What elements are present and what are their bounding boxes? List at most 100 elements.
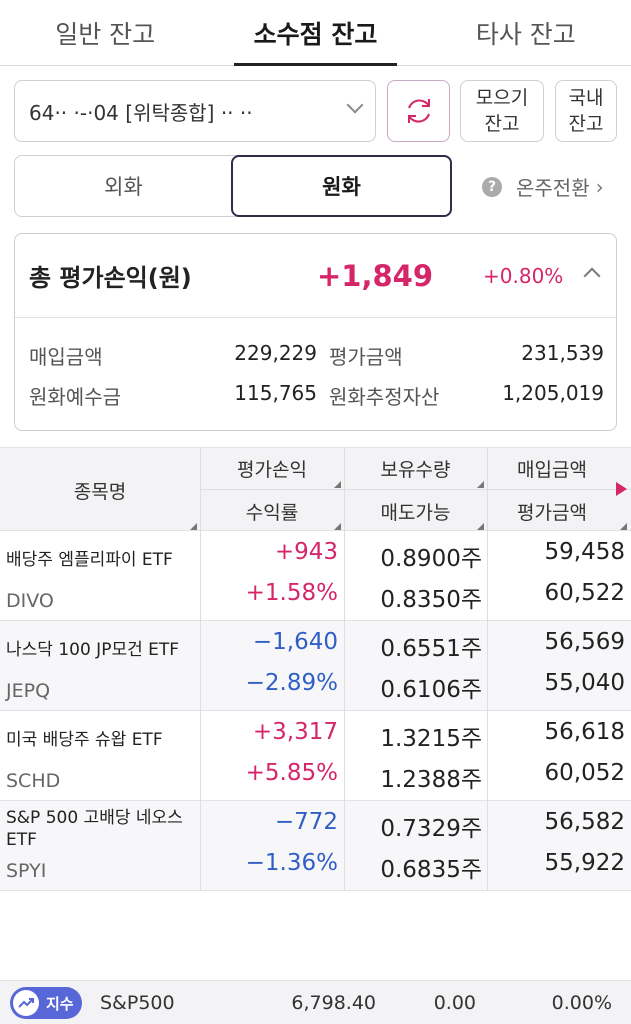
collect-line-1: 모으기 (475, 87, 529, 109)
header-divider (200, 489, 631, 490)
header-eval[interactable]: 평가금액 (517, 501, 587, 524)
index-value: 6,798.40 (291, 992, 376, 1014)
sort-corner-icon (334, 481, 341, 488)
qty-value: 0.8900주 (380, 546, 482, 572)
refresh-button[interactable] (387, 80, 450, 142)
deposit-value: 115,765 (234, 381, 317, 405)
cell-divider (487, 621, 488, 711)
header-pnl[interactable]: 평가손익 (237, 458, 307, 481)
index-ticker-bar[interactable]: 지수 S&P500 6,798.40 0.00 0.00% (0, 980, 631, 1024)
cell-divider (487, 531, 488, 621)
cell-divider (200, 801, 201, 891)
cell-divider (200, 621, 201, 711)
holdings-table-header: 종목명 평가손익 수익률 보유수량 매도가능 매입금액 평가금액 (0, 447, 631, 532)
pnl-value: −1,640 (252, 629, 338, 655)
collect-balance-button[interactable]: 모으기 잔고 (460, 80, 544, 142)
sort-corner-icon (477, 481, 484, 488)
tab-other-broker-balance[interactable]: 타사 잔고 (475, 19, 576, 49)
stock-ticker: DIVO (6, 590, 54, 612)
cell-divider (487, 711, 488, 801)
scroll-right-icon[interactable] (616, 482, 627, 496)
onju-convert-link[interactable]: ? 온주전환 › (482, 172, 604, 201)
segment-krw[interactable]: 원화 (231, 155, 452, 217)
header-sellable[interactable]: 매도가능 (380, 501, 451, 524)
sort-corner-icon (477, 523, 484, 530)
qty-value: 1.3215주 (380, 726, 482, 752)
purchase-label: 매입금액 (29, 345, 103, 369)
summary-header[interactable]: 총 평가손익(원) +1,849 +0.80% (15, 234, 616, 318)
domestic-line-1: 국내 (568, 87, 604, 109)
sellable-value: 1.2388주 (380, 767, 482, 793)
eval-label: 평가금액 (329, 345, 403, 369)
sellable-value: 0.8350주 (380, 587, 482, 613)
purchase-amount: 59,458 (544, 539, 625, 565)
chevron-down-icon (346, 96, 364, 114)
cell-divider (200, 531, 201, 621)
purchase-amount: 56,618 (544, 719, 625, 745)
header-name[interactable]: 종목명 (73, 480, 127, 503)
chevron-up-icon[interactable] (583, 267, 601, 285)
index-badge[interactable]: 지수 (10, 987, 82, 1019)
pnl-value: +943 (274, 539, 338, 565)
sort-corner-icon (190, 523, 197, 530)
rate-value: +5.85% (245, 760, 338, 786)
cell-divider (344, 801, 345, 891)
summary-row-2: 원화예수금 115,765 원화추정자산 1,205,019 (29, 381, 604, 411)
table-row[interactable]: 나스닥 100 JP모건 ETF JEPQ −1,640 −2.89% 0.65… (0, 621, 631, 711)
stock-ticker: JEPQ (6, 680, 51, 702)
header-qty[interactable]: 보유수량 (380, 458, 451, 481)
index-badge-label: 지수 (46, 994, 74, 1013)
total-pnl-value: +1,849 (317, 258, 434, 293)
refresh-icon (407, 99, 430, 123)
top-tab-bar: 일반 잔고 소수점 잔고 타사 잔고 (0, 0, 631, 66)
cell-divider (344, 711, 345, 801)
help-icon[interactable]: ? (482, 176, 502, 197)
eval-amount: 55,922 (544, 850, 625, 876)
tab-fractional-balance[interactable]: 소수점 잔고 (210, 0, 420, 66)
trend-up-icon (13, 990, 39, 1016)
summary-title: 총 평가손익(원) (29, 264, 192, 292)
domestic-line-2: 잔고 (568, 113, 604, 135)
pnl-value: −772 (274, 809, 338, 835)
stock-name: S&P 500 고배당 네오스 ETF (6, 808, 183, 850)
stock-name: 배당주 엠플리파이 ETF (6, 550, 173, 570)
stock-ticker: SCHD (6, 770, 61, 792)
summary-row-1: 매입금액 229,229 평가금액 231,539 (29, 341, 604, 371)
eval-amount: 60,522 (544, 580, 625, 606)
header-purchase[interactable]: 매입금액 (517, 458, 587, 481)
eval-amount: 60,052 (544, 760, 625, 786)
assets-value: 1,205,019 (502, 381, 604, 405)
cell-divider (344, 621, 345, 711)
sort-corner-icon (334, 523, 341, 530)
eval-value: 231,539 (521, 341, 604, 365)
rate-value: +1.58% (245, 580, 338, 606)
rate-value: −1.36% (245, 850, 338, 876)
currency-segment: 외화 원화 (14, 155, 452, 217)
purchase-amount: 56,582 (544, 809, 625, 835)
table-row[interactable]: 배당주 엠플리파이 ETF DIVO +943 +1.58% 0.8900주 0… (0, 531, 631, 621)
account-number: 64·· ·-·04 [위탁종합] ·· ·· (29, 100, 253, 125)
sellable-value: 0.6106주 (380, 677, 482, 703)
rate-value: −2.89% (245, 670, 338, 696)
cell-divider (487, 801, 488, 891)
collect-line-2: 잔고 (484, 113, 520, 135)
cell-divider (344, 531, 345, 621)
table-row[interactable]: S&P 500 고배당 네오스 ETF SPYI −772 −1.36% 0.7… (0, 801, 631, 891)
table-row[interactable]: 미국 배당주 슈왑 ETF SCHD +3,317 +5.85% 1.3215주… (0, 711, 631, 801)
onju-label: 온주전환 (516, 176, 590, 200)
purchase-amount: 56,569 (544, 629, 625, 655)
index-percent: 0.00% (551, 992, 612, 1014)
qty-value: 0.7329주 (380, 816, 482, 842)
header-divider (487, 448, 488, 532)
chevron-right-icon: › (595, 174, 604, 199)
summary-card: 총 평가손익(원) +1,849 +0.80% 매입금액 229,229 평가금… (14, 233, 617, 431)
header-divider (344, 448, 345, 532)
stock-name: 나스닥 100 JP모건 ETF (6, 640, 180, 660)
domestic-balance-button[interactable]: 국내 잔고 (555, 80, 617, 142)
header-rate[interactable]: 수익률 (245, 501, 299, 524)
segment-fx[interactable]: 외화 (104, 175, 143, 199)
index-change: 0.00 (433, 992, 476, 1014)
account-select[interactable]: 64·· ·-·04 [위탁종합] ·· ·· (14, 80, 376, 142)
tab-general-balance[interactable]: 일반 잔고 (55, 19, 156, 49)
qty-value: 0.6551주 (380, 636, 482, 662)
